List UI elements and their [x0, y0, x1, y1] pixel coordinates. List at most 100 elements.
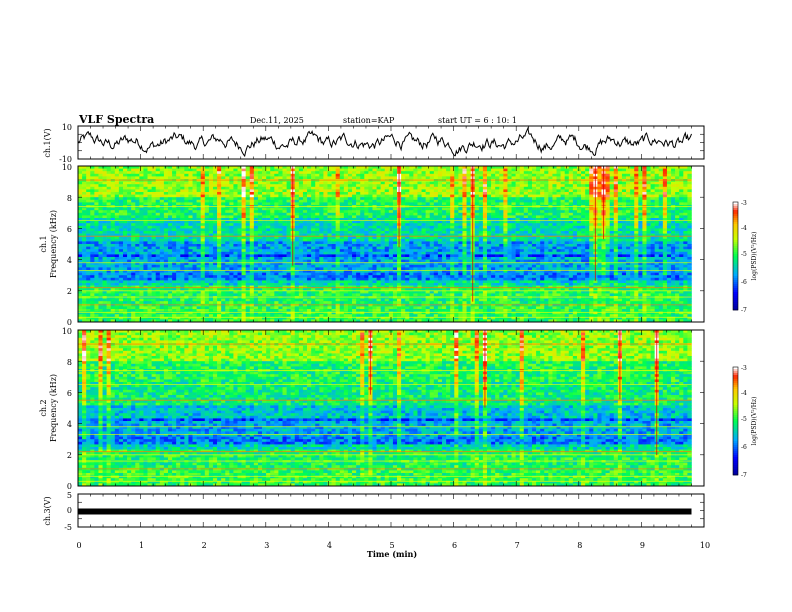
spectrogram-cell [78, 238, 83, 242]
spectrogram-cell [327, 238, 332, 242]
spectrogram-cell [139, 218, 144, 221]
spectrogram-cell [143, 166, 148, 169]
spectrogram-cell [568, 181, 574, 185]
spectrogram-cell [519, 228, 525, 232]
spectrogram-cell [114, 236, 120, 240]
spectrogram-cell [217, 202, 222, 206]
spectrogram-cell [478, 176, 484, 180]
spectrogram-cell [188, 215, 193, 219]
spectrogram-cell [630, 223, 635, 227]
spectrogram-cell [208, 225, 214, 229]
spectrogram-cell [429, 171, 435, 175]
spectrogram-cell [380, 173, 386, 177]
spectrogram-cell [241, 197, 246, 201]
spectrogram-cell [458, 194, 463, 198]
spectrogram-cell [257, 231, 263, 234]
spectrogram-cell [118, 231, 124, 234]
spectrogram-cell [654, 186, 660, 190]
spectrogram-cell [446, 212, 451, 216]
spectrogram-cell [646, 173, 651, 177]
spectrogram-cell [90, 181, 95, 185]
spectrogram-cell [413, 189, 418, 193]
spectrogram-cell [499, 202, 504, 206]
spectrogram-cell [356, 184, 361, 188]
spectrogram-cell [388, 233, 394, 237]
spectrogram-cell [323, 241, 328, 245]
spectrogram-cell [114, 241, 120, 245]
spectrogram-cell [245, 241, 251, 245]
spectrogram-cell [360, 212, 365, 216]
spectrogram-cell [298, 207, 304, 211]
spectrogram-cell [527, 238, 533, 242]
spectrogram-cell [200, 199, 206, 203]
spectrogram-cell [184, 179, 189, 182]
spectrogram-cell [486, 173, 492, 177]
spectrogram-cell [352, 233, 357, 237]
spectrogram-cell [82, 225, 87, 229]
spectrogram-cell [384, 171, 390, 175]
spectrogram-cell [315, 249, 320, 253]
spectrogram-cell [323, 218, 328, 221]
spectrogram-cell [253, 233, 259, 237]
spectrogram-cell [642, 184, 647, 188]
spectrogram-cell [368, 171, 373, 175]
spectrogram-cell [482, 194, 488, 198]
spectrogram-cell [237, 189, 242, 193]
spectrogram-cell [503, 166, 508, 169]
spectrogram-cell [556, 207, 561, 211]
spectrogram-cell [180, 179, 185, 182]
spectrogram-cell [151, 194, 157, 198]
spectrogram-cell [78, 181, 83, 185]
spectrogram-cell [323, 194, 328, 198]
spectrogram-cell [372, 246, 377, 250]
spectrogram-cell [511, 228, 516, 232]
spectrogram-cell [621, 246, 627, 250]
spectrogram-cell [605, 207, 610, 211]
spectrogram-cell [82, 249, 87, 253]
spectrogram-cell [515, 236, 521, 240]
spectrogram-cell [233, 228, 238, 232]
spectrogram-cell [176, 197, 181, 201]
spectrogram-cell [331, 212, 336, 216]
spectrogram-cell [409, 223, 414, 227]
spectrogram-cell [319, 220, 324, 224]
spectrogram-cell [560, 202, 565, 206]
spectrogram-cell [605, 228, 610, 232]
spectrogram-cell [335, 168, 341, 172]
spectrogram-cell [122, 202, 128, 206]
spectrogram-cell [683, 225, 688, 229]
spectrogram-cell [135, 246, 140, 250]
spectrogram-cell [167, 173, 173, 177]
spectrogram-cell [442, 168, 447, 172]
spectrogram-cell [331, 186, 336, 190]
spectrogram-cell [319, 228, 324, 232]
spectrogram-cell [298, 168, 304, 172]
spectrogram-cell [560, 225, 565, 229]
spectrogram-cell [131, 186, 136, 190]
spectrogram-cell [212, 197, 218, 201]
spectrogram-cell [429, 212, 435, 216]
spectrogram-cell [679, 225, 684, 229]
spectrogram-cell [368, 207, 373, 211]
spectrogram-cell [98, 225, 103, 229]
spectrogram-cell [368, 233, 373, 237]
spectrogram-cell [626, 186, 631, 190]
spectrogram-cell [478, 207, 484, 211]
spectrogram-cell [429, 173, 435, 177]
spectrogram-cell [331, 207, 336, 211]
spectrogram-cell [364, 197, 369, 201]
spectrogram-cell [368, 220, 373, 224]
spectrogram-cell [184, 194, 189, 198]
spectrogram-cell [671, 215, 676, 219]
spectrogram-cell [630, 218, 635, 221]
spectrogram-cell [454, 197, 459, 201]
spectrogram-cell [102, 212, 107, 216]
spectrogram-cell [360, 215, 365, 219]
spectrogram-cell [360, 168, 365, 172]
spectrogram-cell [621, 171, 627, 175]
spectrogram-cell [613, 199, 619, 203]
spectrogram-cell [589, 186, 594, 190]
spectrogram-cell [315, 166, 320, 169]
spectrogram-cell [286, 212, 291, 216]
spectrogram-cell [679, 218, 684, 221]
